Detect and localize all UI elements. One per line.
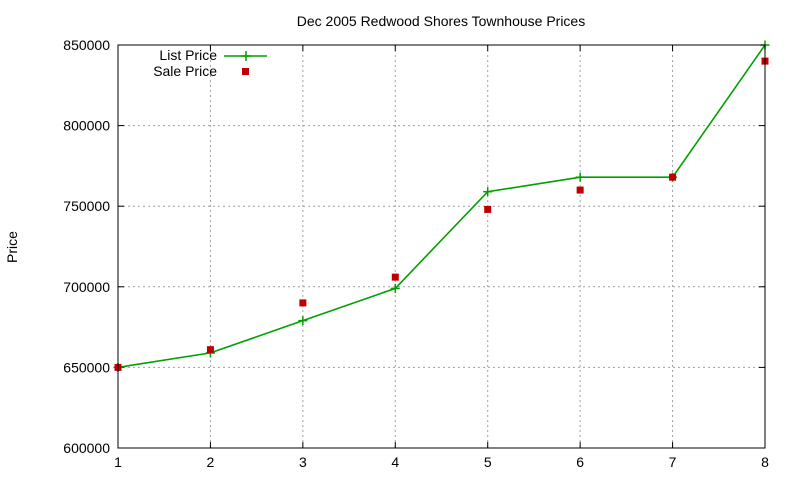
sale-price-point — [299, 299, 307, 307]
series-layer — [113, 40, 770, 372]
legend-label-list-price: List Price — [159, 47, 217, 63]
y-tick-label: 750000 — [63, 198, 110, 214]
x-tick-label: 4 — [391, 454, 399, 470]
x-tick-label: 6 — [576, 454, 584, 470]
legend: List Price Sale Price — [153, 47, 267, 79]
list-price-point — [483, 187, 493, 197]
list-price-point — [390, 283, 400, 293]
legend-marker-list-price — [241, 51, 251, 61]
grid-lines — [118, 45, 765, 448]
axis-ticks: 1 2 3 4 5 6 7 8 600000 650000 700000 750000 800000 85… — [63, 37, 769, 470]
plot-frame — [117, 44, 766, 449]
y-tick-label: 600000 — [63, 440, 110, 456]
y-tick-label: 850000 — [63, 37, 110, 53]
list-price-point — [298, 316, 308, 326]
x-tick-label: 2 — [207, 454, 215, 470]
list-price-point — [575, 172, 585, 182]
legend-marker-sale-price — [242, 68, 249, 75]
sale-price-point — [206, 346, 214, 354]
x-tick-label: 1 — [114, 454, 122, 470]
y-tick-label: 650000 — [63, 359, 110, 375]
sale-price-point — [576, 186, 584, 194]
x-tick-label: 5 — [484, 454, 492, 470]
x-tick-label: 8 — [761, 454, 769, 470]
sale-price-point — [484, 205, 492, 213]
y-tick-label: 700000 — [63, 279, 110, 295]
sale-price-point — [391, 273, 399, 281]
legend-label-sale-price: Sale Price — [153, 63, 217, 79]
x-tick-label: 7 — [669, 454, 677, 470]
chart-title: Dec 2005 Redwood Shores Townhouse Prices — [297, 13, 585, 29]
sale-price-point — [669, 173, 677, 181]
x-tick-label: 3 — [299, 454, 307, 470]
y-axis-label: Price — [4, 231, 20, 263]
list-price-line — [117, 44, 766, 369]
y-tick-label: 800000 — [63, 118, 110, 134]
